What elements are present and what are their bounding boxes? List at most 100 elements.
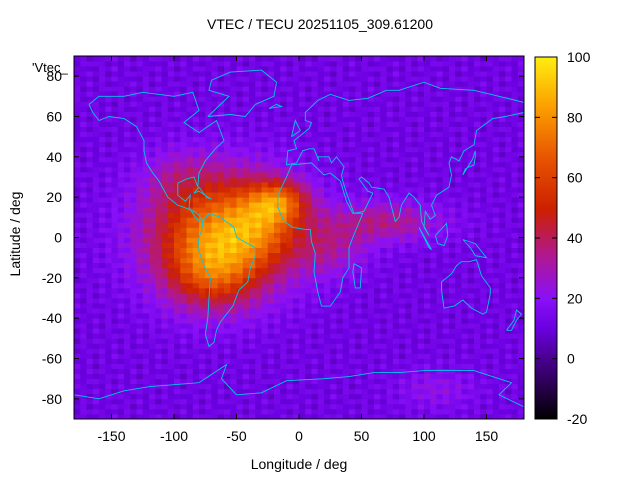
heat-cell bbox=[161, 252, 169, 259]
heat-cell bbox=[280, 413, 287, 419]
heat-cell bbox=[317, 81, 325, 87]
heat-cell bbox=[255, 96, 262, 102]
heat-cell bbox=[374, 408, 381, 415]
heat-cell bbox=[324, 298, 331, 304]
heat-cell bbox=[336, 116, 344, 122]
heat-cell bbox=[311, 323, 319, 329]
heat-cell bbox=[430, 81, 437, 87]
heat-cell bbox=[386, 368, 394, 375]
heat-cell bbox=[392, 156, 400, 163]
heat-cell bbox=[442, 121, 450, 127]
heat-cell bbox=[392, 207, 400, 213]
heat-cell bbox=[324, 368, 331, 375]
heat-cell bbox=[361, 151, 369, 158]
heat-cell bbox=[217, 202, 225, 208]
heat-cell bbox=[392, 398, 400, 405]
heat-cell bbox=[155, 171, 162, 178]
heat-cell bbox=[124, 166, 131, 173]
heat-cell bbox=[399, 76, 406, 82]
heat-cell bbox=[349, 151, 356, 158]
heat-cell bbox=[174, 328, 181, 334]
heat-cell bbox=[399, 277, 406, 284]
heat-cell bbox=[317, 277, 325, 284]
heat-cell bbox=[342, 277, 350, 284]
heat-cell bbox=[261, 403, 269, 410]
heat-cell bbox=[155, 308, 162, 314]
heat-cell bbox=[167, 298, 175, 304]
heat-cell bbox=[105, 177, 112, 183]
heat-cell bbox=[492, 272, 500, 279]
heat-cell bbox=[111, 398, 119, 405]
heat-cell bbox=[411, 287, 419, 294]
heat-cell bbox=[349, 383, 356, 390]
heat-cell bbox=[292, 292, 300, 299]
heat-cell bbox=[267, 86, 275, 92]
heat-cell bbox=[442, 393, 450, 400]
heat-cell bbox=[261, 262, 269, 269]
heat-cell bbox=[117, 151, 125, 158]
heat-cell bbox=[511, 267, 519, 274]
heat-cell bbox=[149, 262, 156, 269]
heat-cell bbox=[492, 308, 500, 314]
heat-cell bbox=[317, 187, 325, 193]
heat-cell bbox=[80, 368, 87, 375]
heat-cell bbox=[224, 383, 231, 390]
heat-cell bbox=[467, 298, 475, 304]
heat-cell bbox=[380, 96, 387, 102]
heat-cell bbox=[424, 308, 431, 314]
heat-cell bbox=[149, 151, 156, 158]
heat-cell bbox=[217, 373, 225, 380]
heat-cell bbox=[317, 141, 325, 148]
heat-cell bbox=[167, 272, 175, 279]
heat-cell bbox=[467, 222, 475, 228]
heat-cell bbox=[430, 333, 437, 339]
heat-cell bbox=[336, 353, 344, 359]
heat-cell bbox=[324, 373, 331, 380]
heat-cell bbox=[74, 91, 81, 97]
heat-cell bbox=[355, 368, 362, 375]
heat-cell bbox=[136, 202, 144, 208]
heat-cell bbox=[105, 242, 112, 248]
heat-cell bbox=[117, 378, 125, 385]
heat-cell bbox=[230, 197, 237, 203]
heat-cell bbox=[105, 272, 112, 279]
heat-cell bbox=[155, 237, 162, 243]
heat-cell bbox=[92, 353, 100, 359]
heat-cell bbox=[380, 353, 387, 359]
heat-cell bbox=[111, 131, 119, 138]
heat-cell bbox=[317, 212, 325, 218]
heat-cell bbox=[499, 403, 506, 410]
heat-cell bbox=[74, 177, 81, 183]
heat-cell bbox=[311, 177, 319, 183]
heat-cell bbox=[361, 237, 369, 243]
heat-cell bbox=[474, 207, 481, 213]
heat-cell bbox=[236, 66, 244, 72]
heat-cell bbox=[155, 328, 162, 334]
heat-cell bbox=[267, 262, 275, 269]
heat-cell bbox=[486, 277, 494, 284]
heat-cell bbox=[511, 333, 519, 339]
heat-cell bbox=[349, 91, 356, 97]
heat-cell bbox=[430, 358, 437, 364]
heat-cell bbox=[186, 91, 194, 97]
heat-cell bbox=[330, 166, 337, 173]
heat-cell bbox=[249, 81, 256, 87]
heat-cell bbox=[155, 192, 162, 198]
heat-cell bbox=[411, 237, 419, 243]
heat-cell bbox=[342, 338, 350, 344]
heat-cell bbox=[99, 358, 106, 364]
heat-cell bbox=[99, 106, 106, 112]
heat-cell bbox=[311, 76, 319, 82]
heat-cell bbox=[367, 308, 375, 314]
heat-cell bbox=[224, 282, 231, 289]
heat-cell bbox=[492, 333, 500, 339]
heat-cell bbox=[499, 343, 506, 349]
heat-cell bbox=[474, 232, 481, 238]
heat-cell bbox=[74, 76, 81, 82]
heat-cell bbox=[474, 81, 481, 87]
heat-cell bbox=[217, 146, 225, 153]
heat-cell bbox=[80, 413, 87, 419]
heat-cell bbox=[124, 353, 131, 359]
heat-cell bbox=[230, 86, 237, 92]
heat-cell bbox=[417, 111, 425, 117]
